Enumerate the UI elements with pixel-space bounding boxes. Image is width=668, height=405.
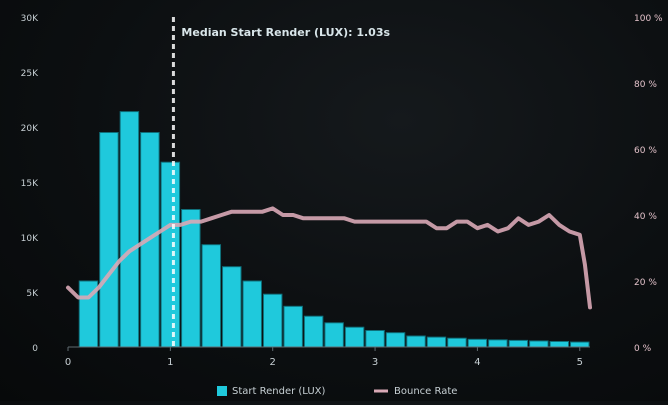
histogram-bar — [262, 293, 283, 348]
right-tick-label: 60 % — [634, 146, 657, 156]
histogram-bar — [181, 209, 201, 348]
x-tick-label: 4 — [474, 357, 480, 368]
histogram-bar — [283, 305, 303, 348]
histogram-bar — [406, 335, 426, 348]
x-tick-label: 0 — [65, 357, 71, 368]
legend: Start Render (LUX) Bounce Rate — [217, 386, 457, 397]
left-tick-label: 30K — [21, 14, 39, 24]
histogram-bar — [447, 337, 467, 348]
left-tick-label: 5K — [26, 289, 39, 299]
histogram-bar — [344, 326, 365, 348]
right-tick-label: 0 % — [634, 344, 652, 354]
histogram-bar — [160, 161, 181, 348]
histogram-bar — [242, 280, 262, 348]
left-tick-label: 25K — [21, 69, 39, 79]
left-tick-label: 20K — [21, 124, 39, 134]
left-tick-label: 15K — [21, 179, 39, 189]
legend-label-start-render: Start Render (LUX) — [232, 386, 326, 397]
histogram-bar — [303, 315, 324, 348]
histogram-bar — [549, 341, 570, 348]
line-series — [66, 206, 592, 310]
histogram-bar — [365, 330, 385, 348]
median-annotation: Median Start Render (LUX): 1.03s — [171, 17, 390, 347]
right-tick-label: 100 % — [634, 14, 663, 24]
histogram-bar — [201, 244, 222, 348]
histogram-bar — [222, 266, 242, 348]
right-tick-label: 40 % — [634, 212, 657, 222]
histogram-bar — [570, 341, 590, 348]
histogram-bar — [508, 339, 529, 348]
x-tick-label: 1 — [167, 357, 173, 368]
bounce-rate-line — [66, 206, 592, 310]
histogram-bar — [99, 132, 119, 348]
axes: 0 1 2 3 4 5 0 5K 10K 15K 20K 25K 30K 0 % 20 % 40 % 60 % 8… — [21, 14, 663, 368]
x-tick-label: 2 — [270, 357, 276, 368]
histogram-bar — [426, 336, 447, 348]
legend-swatch-start-render — [217, 386, 227, 396]
histogram-bar — [119, 111, 140, 348]
histogram-bar — [467, 338, 488, 348]
histogram-bar — [385, 332, 406, 348]
histogram-bar — [324, 322, 344, 348]
x-tick-label: 5 — [577, 357, 583, 368]
median-label: Median Start Render (LUX): 1.03s — [181, 26, 390, 39]
left-tick-label: 0 — [32, 344, 38, 354]
histogram-bar — [488, 339, 508, 348]
x-tick-label: 3 — [372, 357, 378, 368]
bar-series — [78, 111, 590, 348]
histogram-bar — [529, 340, 549, 348]
left-tick-label: 10K — [21, 234, 39, 244]
legend-label-bounce-rate: Bounce Rate — [394, 386, 457, 397]
right-tick-label: 20 % — [634, 278, 657, 288]
right-tick-label: 80 % — [634, 80, 657, 90]
